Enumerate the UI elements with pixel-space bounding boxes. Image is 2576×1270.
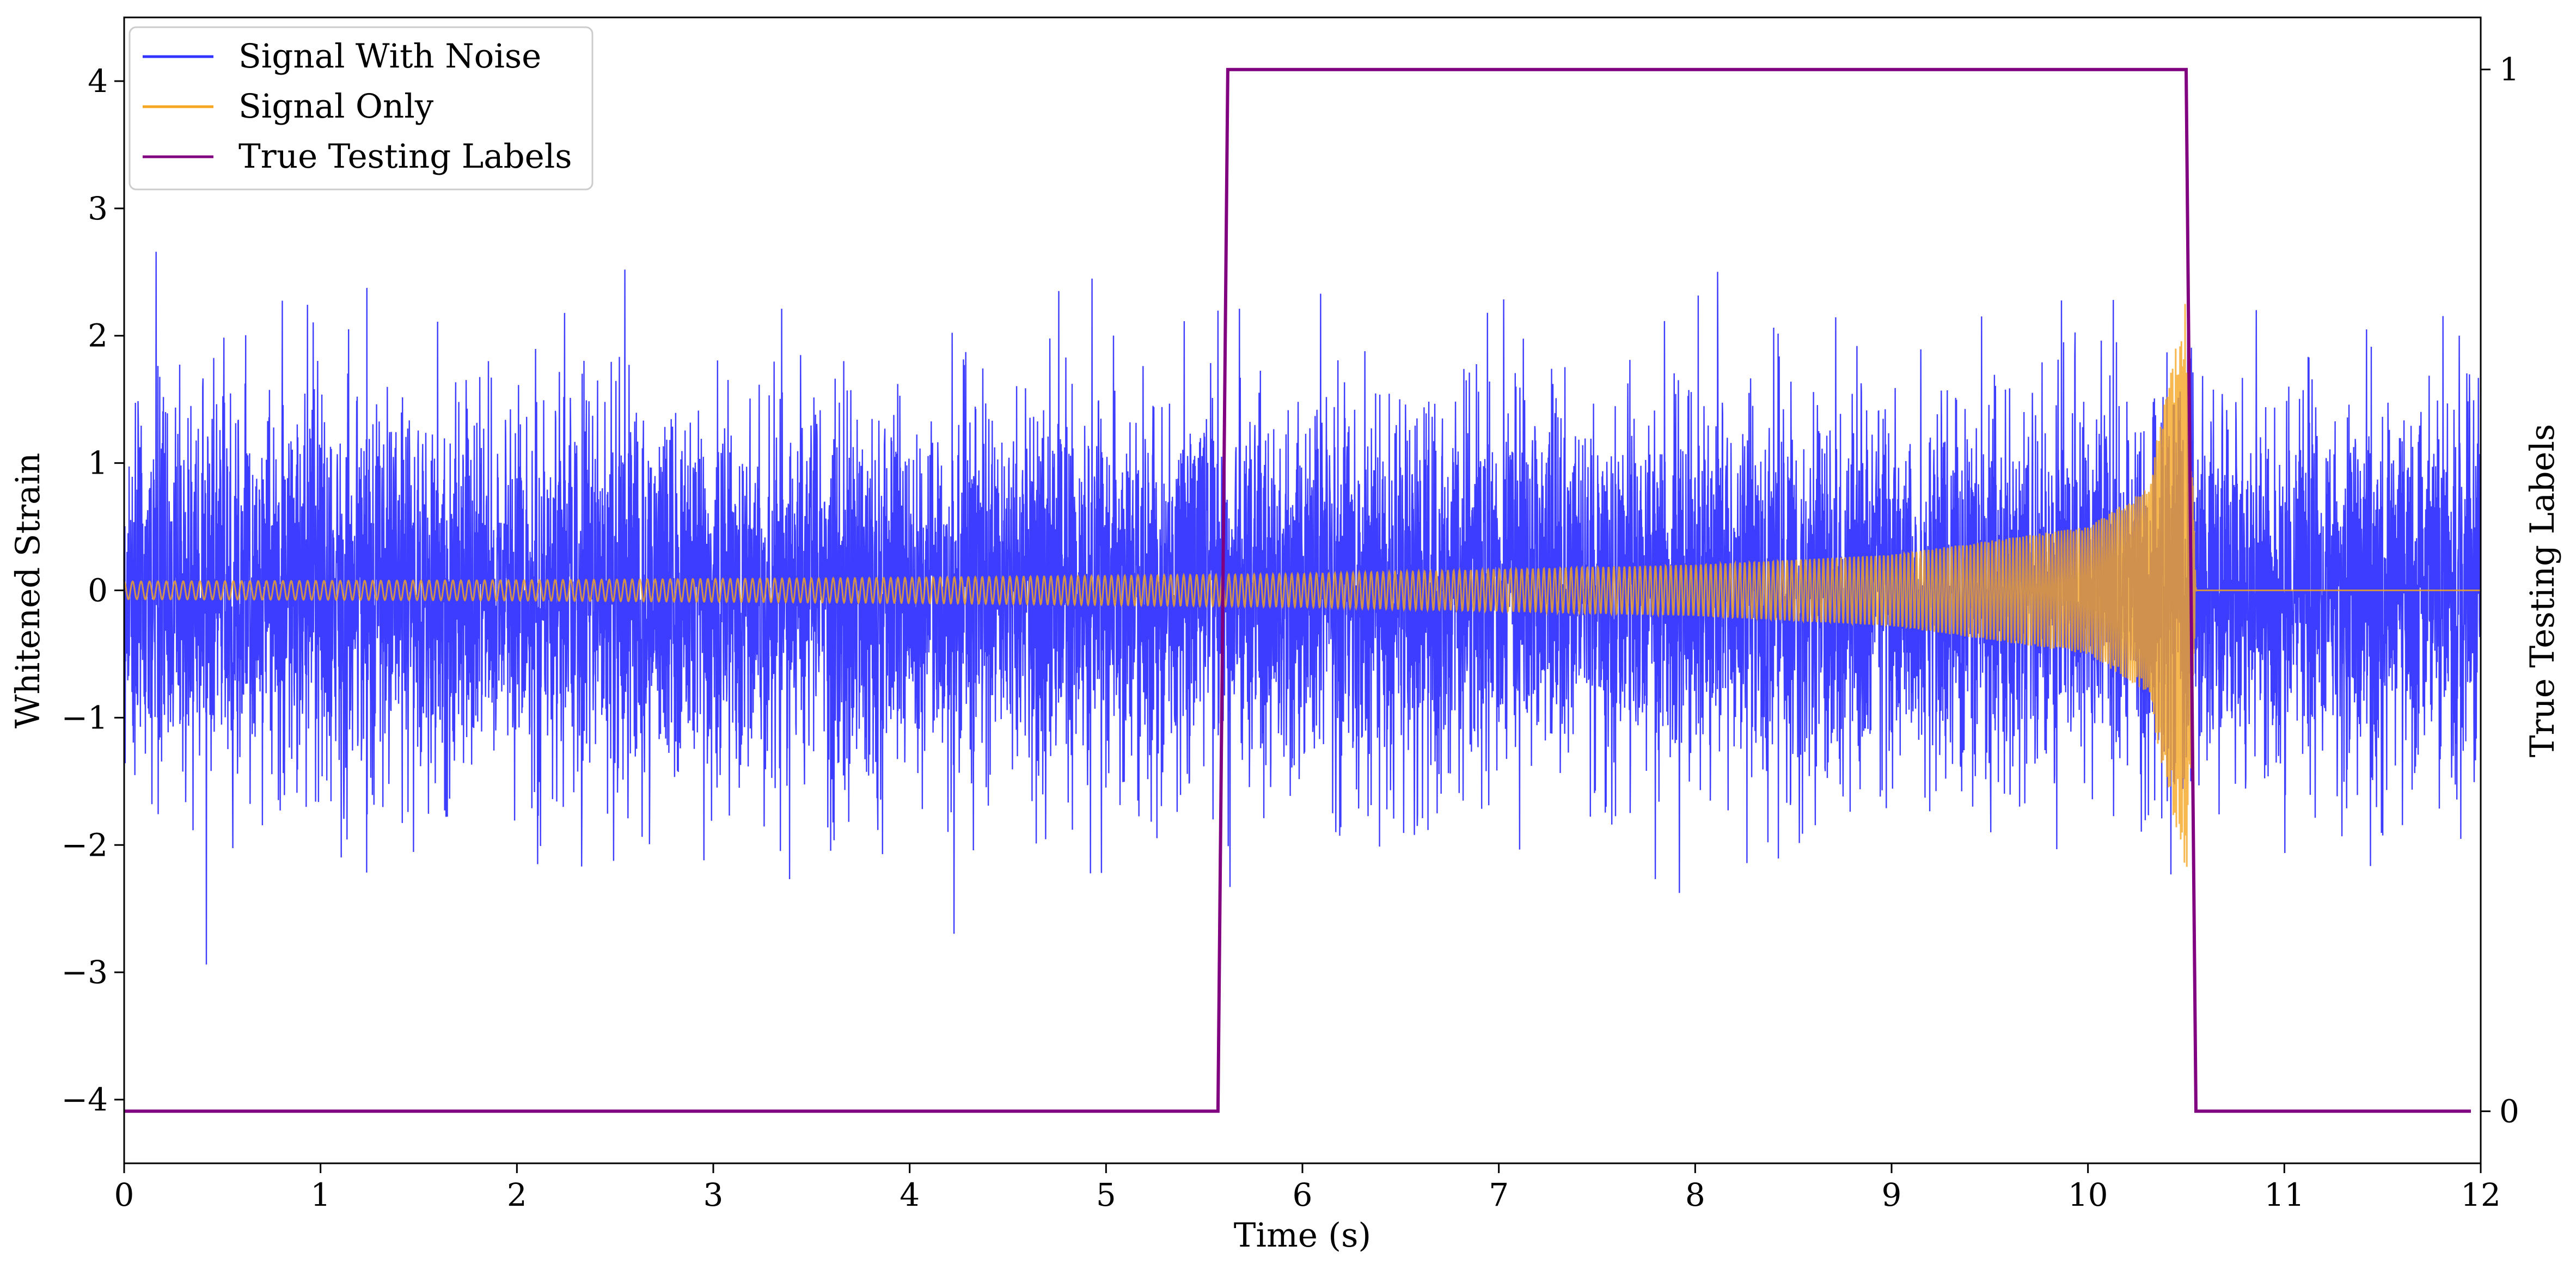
x-axis: 0 1 2 3 4 5 6 7 8 9 10 11 12 <box>114 1163 2501 1213</box>
x-tick-label: 8 <box>1685 1176 1705 1213</box>
x-tick-label: 12 <box>2461 1176 2501 1213</box>
x-tick-label: 4 <box>900 1176 920 1213</box>
y-tick-label: −3 <box>62 954 108 991</box>
y-tick-label: 3 <box>88 190 108 227</box>
legend: Signal With Noise Signal Only True Testi… <box>129 26 593 191</box>
y-tick-label: −1 <box>62 699 108 736</box>
y-tick-label: 1 <box>88 445 108 482</box>
series-true-testing-labels <box>124 68 2471 1113</box>
legend-label-true-testing-labels: True Testing Labels <box>238 137 572 176</box>
y-axis-title: Whitened Strain <box>9 453 47 729</box>
y-tick-label: 0 <box>88 572 108 609</box>
y-tick-label: −4 <box>62 1081 108 1118</box>
x-tick-label: 10 <box>2068 1176 2108 1213</box>
plot-area <box>124 68 2481 1113</box>
x-tick-label: 3 <box>703 1176 724 1213</box>
y-axis-left: −4 −3 −2 −1 0 1 2 3 4 <box>62 63 124 1118</box>
y2-axis-title: True Testing Labels <box>2523 424 2562 758</box>
series-signal-only <box>124 304 2481 867</box>
x-tick-label: 0 <box>114 1176 134 1213</box>
y-tick-label: −2 <box>62 826 108 863</box>
x-tick-label: 9 <box>1882 1176 1902 1213</box>
y2-tick-label: 0 <box>2499 1093 2519 1130</box>
legend-label-signal-with-noise: Signal With Noise <box>238 37 541 76</box>
legend-label-signal-only: Signal Only <box>238 87 434 126</box>
y-tick-label: 4 <box>88 63 108 100</box>
x-tick-label: 7 <box>1489 1176 1509 1213</box>
x-tick-label: 5 <box>1096 1176 1116 1213</box>
x-axis-title: Time (s) <box>1234 1216 1371 1255</box>
y2-tick-label: 1 <box>2499 51 2519 88</box>
x-tick-label: 1 <box>310 1176 331 1213</box>
y-axis-right: 01 <box>2481 51 2519 1130</box>
x-tick-label: 6 <box>1293 1176 1313 1213</box>
x-tick-label: 11 <box>2264 1176 2304 1213</box>
series-layer <box>124 68 2481 1113</box>
y-tick-label: 2 <box>88 317 108 354</box>
legend-box <box>129 26 593 191</box>
x-tick-label: 2 <box>507 1176 527 1213</box>
